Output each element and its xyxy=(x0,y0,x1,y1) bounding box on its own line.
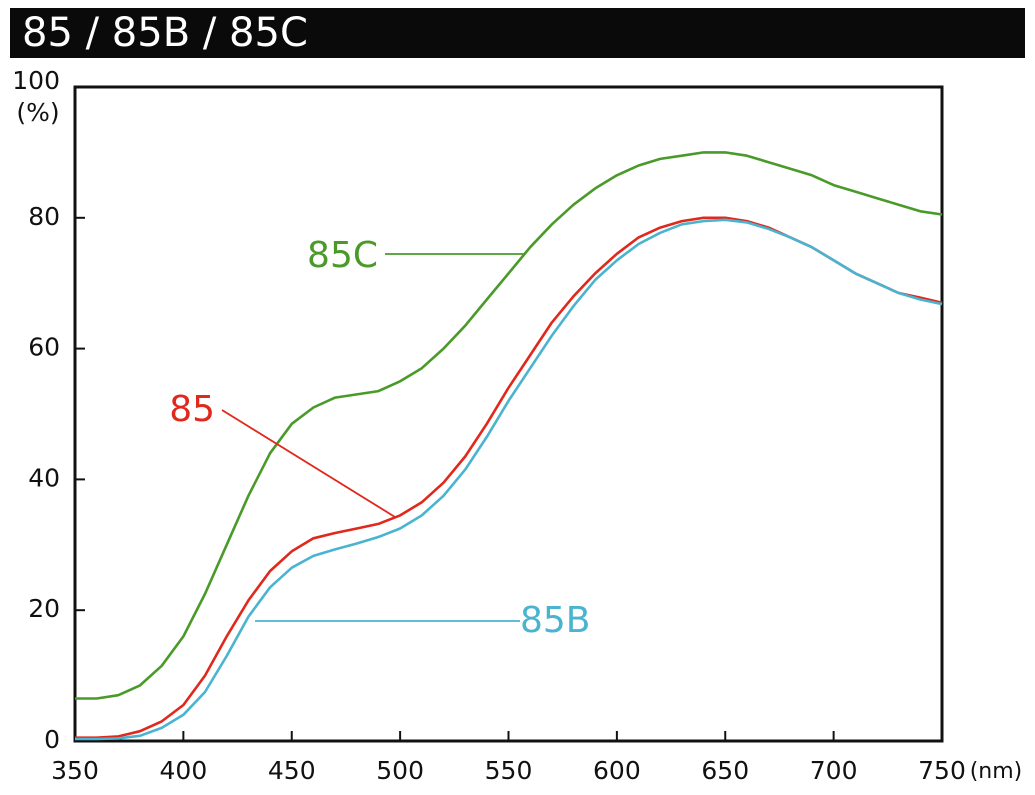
y-tick-label: 80 xyxy=(28,202,60,231)
x-tick-label: 550 xyxy=(485,756,533,785)
chart-title: 85 / 85B / 85C xyxy=(22,10,308,56)
annotation-label: 85C xyxy=(307,235,378,276)
y-tick-label: 60 xyxy=(28,333,60,362)
y-tick-label: 0 xyxy=(44,725,60,754)
y-tick-label: 100 xyxy=(12,66,60,95)
x-tick-label: 600 xyxy=(593,756,641,785)
x-tick-label: 450 xyxy=(268,756,316,785)
y-tick-label: 40 xyxy=(28,463,60,492)
title-bar xyxy=(10,8,1025,58)
x-tick-label: 400 xyxy=(160,756,208,785)
series-line xyxy=(75,218,943,741)
series-line xyxy=(75,151,943,700)
x-tick-label: 700 xyxy=(810,756,858,785)
series-line xyxy=(75,216,943,739)
annotation-label: 85 xyxy=(169,389,215,430)
x-axis-label: (nm) xyxy=(970,759,1023,784)
y-axis-label: (%) xyxy=(16,98,59,127)
x-tick-label: 650 xyxy=(701,756,749,785)
x-tick-label: 750 xyxy=(918,756,966,785)
x-tick-label: 350 xyxy=(51,756,99,785)
annotation-leader xyxy=(221,409,396,518)
x-tick-label: 500 xyxy=(376,756,424,785)
annotation-label: 85B xyxy=(520,600,591,641)
y-tick-label: 20 xyxy=(28,594,60,623)
